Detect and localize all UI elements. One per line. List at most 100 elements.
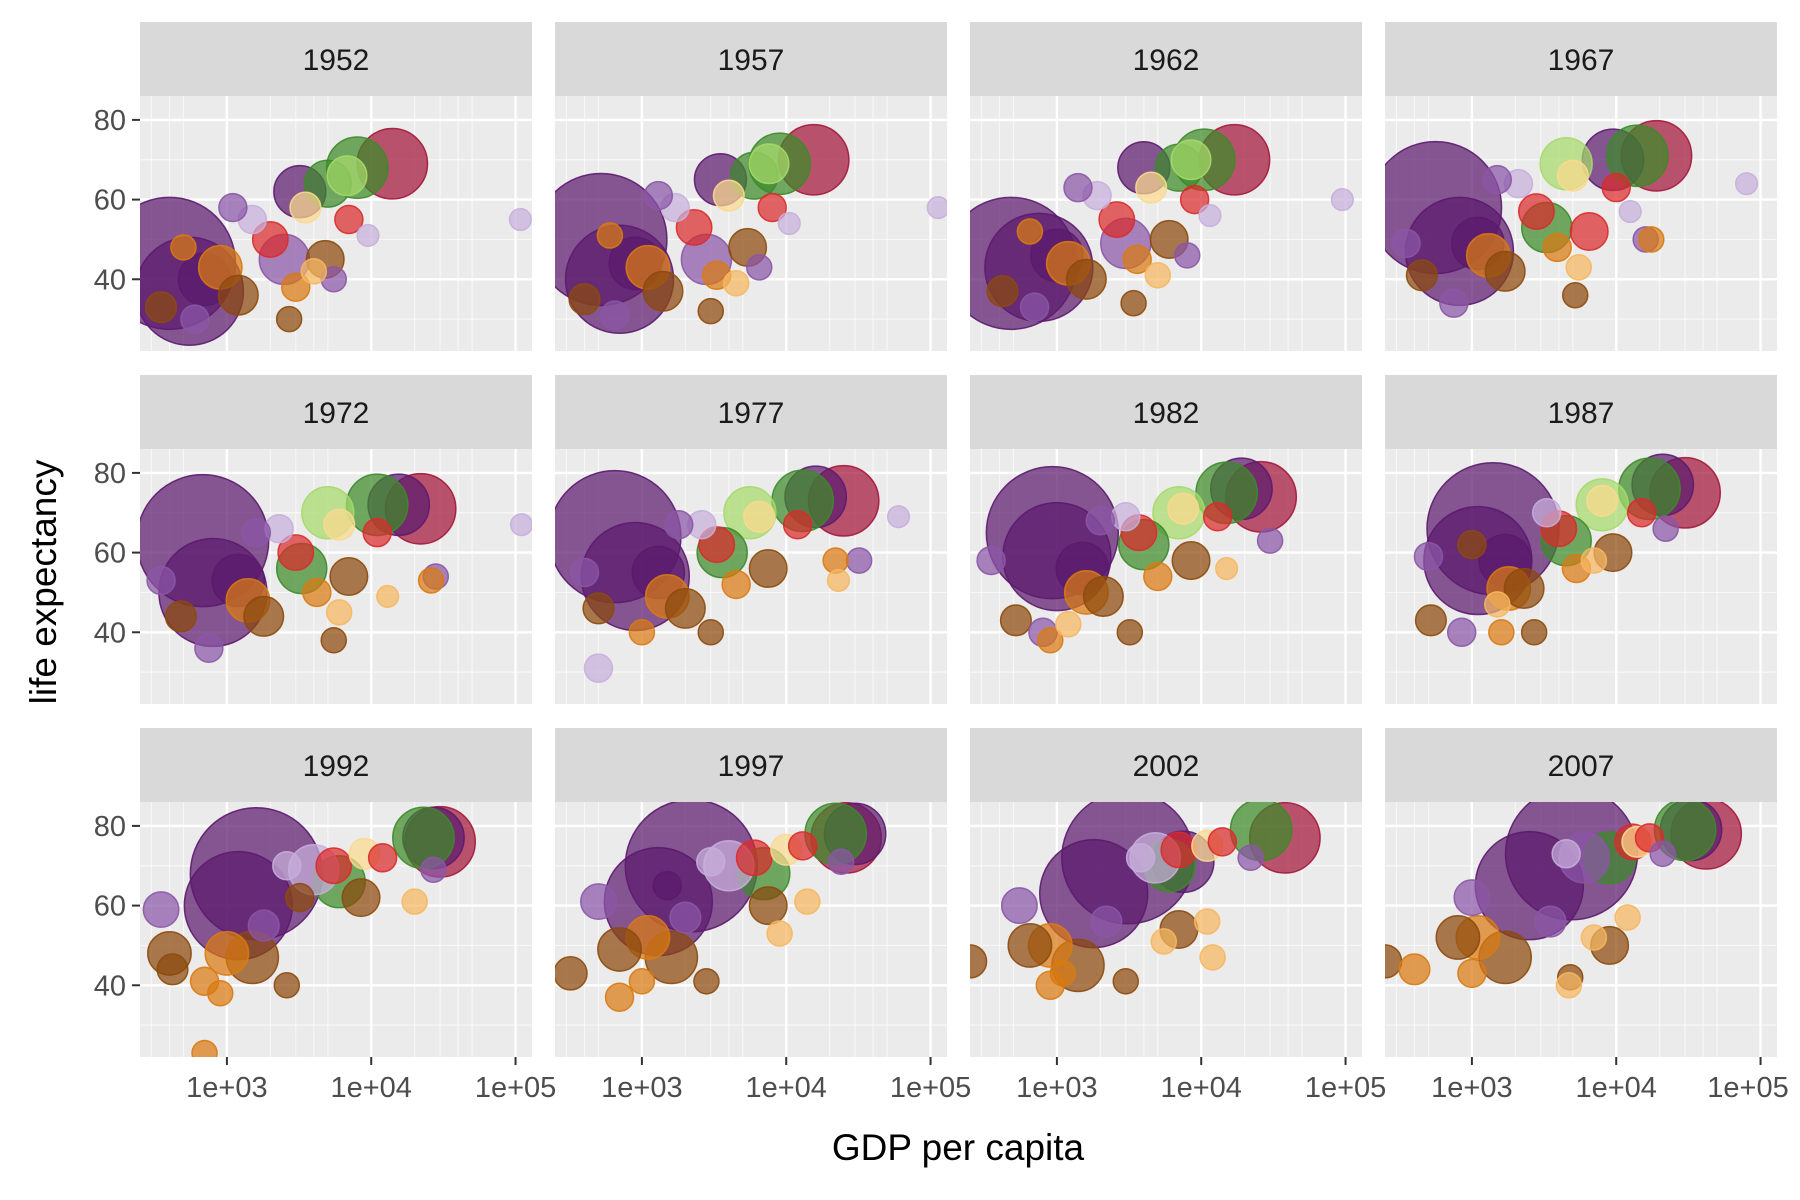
data-point — [722, 269, 750, 297]
x-tick-label: 1e+04 — [1575, 1072, 1656, 1104]
data-point — [1580, 924, 1608, 951]
data-point — [1435, 915, 1481, 960]
facet-strip — [555, 728, 947, 802]
facet-strip-label: 1962 — [1133, 44, 1200, 77]
facet-strip-label: 1952 — [303, 44, 370, 77]
x-tick-label: 1e+05 — [1305, 1072, 1386, 1104]
x-tick-label: 1e+05 — [890, 1072, 971, 1104]
panel-points — [142, 805, 477, 1057]
data-point — [642, 270, 684, 312]
data-point — [1122, 244, 1152, 275]
panel-points — [555, 123, 947, 335]
data-point — [757, 192, 787, 223]
data-point — [194, 633, 224, 663]
data-point — [582, 592, 615, 625]
facet-panel-2002: 2002 1e+03 1e+04 1e+05 — [970, 728, 1386, 1104]
data-point — [1330, 188, 1354, 212]
data-point — [1150, 928, 1178, 955]
data-point — [1125, 843, 1156, 873]
data-point — [325, 599, 353, 626]
data-point — [1649, 840, 1676, 868]
data-point — [721, 569, 751, 600]
data-point — [1049, 960, 1077, 987]
data-point — [735, 839, 773, 877]
facet-panel-1992: 1992 40 60 80 1e+03 1e+04 1e+05 — [94, 728, 556, 1104]
data-point — [1484, 591, 1511, 618]
facet-strip-label: 1992 — [303, 750, 370, 783]
facet-panel-1962: 1962 — [970, 22, 1362, 351]
data-point — [1120, 289, 1147, 317]
data-point — [326, 155, 368, 197]
data-point — [341, 878, 381, 918]
data-point — [243, 595, 285, 637]
data-point — [1082, 575, 1124, 617]
data-point — [1638, 226, 1665, 253]
x-tick-label: 1e+03 — [601, 1072, 682, 1104]
facet-panels: 1952 40 60 80 1957 1962 1967 1972 40 60 80 1977 1982… — [94, 22, 1789, 1104]
y-tick-label: 80 — [94, 105, 126, 137]
data-point — [1198, 203, 1222, 228]
x-tick-label: 1e+03 — [1016, 1072, 1097, 1104]
data-point — [367, 843, 398, 873]
data-point — [696, 847, 726, 877]
data-point — [275, 305, 303, 333]
data-point — [697, 297, 725, 325]
data-point — [1256, 527, 1284, 554]
data-point — [1652, 515, 1679, 542]
data-point — [1237, 844, 1264, 872]
facet-strip — [140, 375, 532, 449]
x-tick-label: 1e+03 — [1431, 1072, 1512, 1104]
data-point — [569, 557, 600, 588]
data-point — [970, 944, 988, 979]
data-point — [204, 930, 250, 976]
data-point — [743, 500, 776, 533]
facet-strip — [970, 22, 1362, 96]
y-tick-label: 80 — [94, 811, 126, 843]
facet-panel-2007: 2007 1e+03 1e+04 1e+05 — [1385, 728, 1789, 1104]
panel-points — [555, 464, 911, 683]
data-point — [285, 882, 315, 913]
panel-points — [1413, 453, 1722, 648]
facet-strip-label: 1967 — [1548, 44, 1615, 77]
data-point — [1601, 172, 1631, 203]
data-point — [334, 204, 364, 235]
facet-panel-1987: 1987 — [1385, 375, 1777, 704]
data-point — [1112, 968, 1140, 995]
data-point — [300, 258, 328, 285]
data-point — [568, 283, 601, 316]
data-point — [315, 847, 353, 885]
panel-points — [1385, 119, 1759, 318]
data-point — [1614, 904, 1641, 931]
data-point — [217, 274, 259, 316]
data-point — [1565, 254, 1593, 281]
data-point — [323, 508, 356, 541]
data-point — [1517, 193, 1555, 230]
data-point — [277, 534, 315, 572]
data-point — [1065, 258, 1107, 300]
facet-strip — [140, 728, 532, 802]
data-point — [1457, 529, 1487, 560]
x-tick-label: 1e+04 — [330, 1072, 411, 1104]
data-point — [420, 856, 447, 884]
data-point — [643, 180, 674, 211]
y-tick-label: 60 — [94, 538, 126, 570]
y-tick-label: 80 — [94, 458, 126, 490]
facet-strip-label: 1987 — [1548, 397, 1615, 430]
data-point — [1580, 547, 1608, 574]
facet-strip-label: 1972 — [303, 397, 370, 430]
facet-panel-1982: 1982 — [970, 375, 1362, 704]
data-point — [1555, 972, 1583, 999]
data-point — [748, 886, 788, 926]
data-point — [392, 806, 455, 870]
data-point — [1446, 617, 1477, 648]
data-point — [1037, 626, 1064, 654]
data-point — [782, 509, 813, 540]
data-point — [597, 926, 642, 972]
data-point — [401, 888, 428, 915]
data-point — [1063, 172, 1093, 203]
data-point — [1531, 498, 1562, 528]
facet-strip-label: 2002 — [1133, 750, 1200, 783]
facet-strip-label: 1977 — [718, 397, 785, 430]
y-tick-label: 40 — [94, 617, 126, 649]
